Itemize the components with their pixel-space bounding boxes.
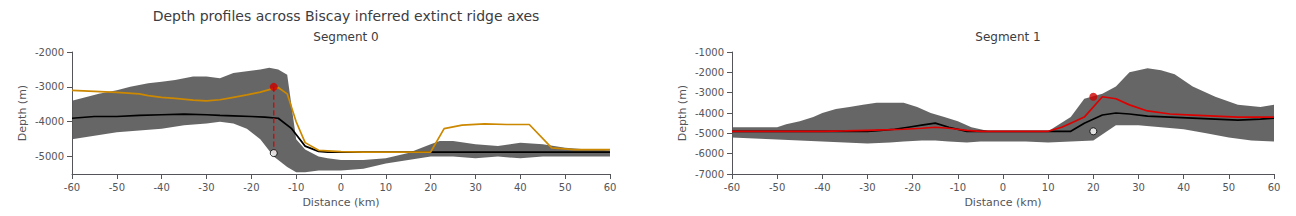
svg-text:-7000: -7000 — [695, 169, 724, 180]
svg-text:-3000: -3000 — [695, 87, 724, 98]
svg-text:Depth (m): Depth (m) — [16, 85, 29, 141]
svg-text:-5000: -5000 — [695, 128, 724, 139]
svg-text:-50: -50 — [109, 182, 125, 193]
svg-text:20: 20 — [424, 182, 437, 193]
svg-text:50: 50 — [559, 182, 572, 193]
svg-text:30: 30 — [469, 182, 482, 193]
svg-text:Depth profiles across Biscay i: Depth profiles across Biscay inferred ex… — [153, 8, 540, 24]
svg-text:0: 0 — [1000, 182, 1006, 193]
svg-text:Segment 1: Segment 1 — [975, 30, 1040, 44]
svg-text:-30: -30 — [198, 182, 214, 193]
svg-text:60: 60 — [1268, 182, 1281, 193]
svg-text:10: 10 — [379, 182, 392, 193]
svg-text:Segment 0: Segment 0 — [313, 30, 378, 44]
svg-text:-50: -50 — [769, 182, 785, 193]
svg-text:Distance (km): Distance (km) — [302, 196, 379, 209]
svg-text:-30: -30 — [859, 182, 875, 193]
svg-text:-60: -60 — [64, 182, 80, 193]
svg-text:-10: -10 — [950, 182, 966, 193]
svg-text:-4000: -4000 — [695, 108, 724, 119]
svg-text:-5000: -5000 — [35, 151, 64, 162]
svg-text:60: 60 — [604, 182, 617, 193]
svg-text:-20: -20 — [904, 182, 920, 193]
svg-text:20: 20 — [1087, 182, 1100, 193]
svg-text:-40: -40 — [153, 182, 169, 193]
svg-text:Distance (km): Distance (km) — [964, 196, 1041, 209]
svg-text:10: 10 — [1042, 182, 1055, 193]
svg-text:0: 0 — [338, 182, 344, 193]
svg-text:-2000: -2000 — [695, 67, 724, 78]
svg-text:-10: -10 — [288, 182, 304, 193]
svg-text:30: 30 — [1132, 182, 1145, 193]
svg-text:-40: -40 — [814, 182, 830, 193]
svg-text:-20: -20 — [243, 182, 259, 193]
svg-text:-60: -60 — [724, 182, 740, 193]
svg-text:-3000: -3000 — [35, 81, 64, 92]
svg-text:50: 50 — [1222, 182, 1235, 193]
svg-text:-2000: -2000 — [35, 47, 64, 58]
svg-text:Depth (m): Depth (m) — [676, 85, 689, 141]
svg-text:-1000: -1000 — [695, 47, 724, 58]
svg-text:-6000: -6000 — [695, 148, 724, 159]
svg-text:40: 40 — [514, 182, 527, 193]
svg-text:-4000: -4000 — [35, 116, 64, 127]
svg-text:40: 40 — [1177, 182, 1190, 193]
